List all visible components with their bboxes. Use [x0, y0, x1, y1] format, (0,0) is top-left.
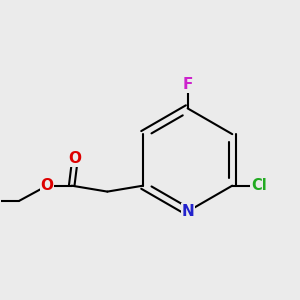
Text: O: O [40, 178, 54, 193]
Text: O: O [68, 151, 81, 166]
Text: N: N [181, 204, 194, 219]
Text: Cl: Cl [251, 178, 267, 193]
Text: F: F [182, 77, 193, 92]
